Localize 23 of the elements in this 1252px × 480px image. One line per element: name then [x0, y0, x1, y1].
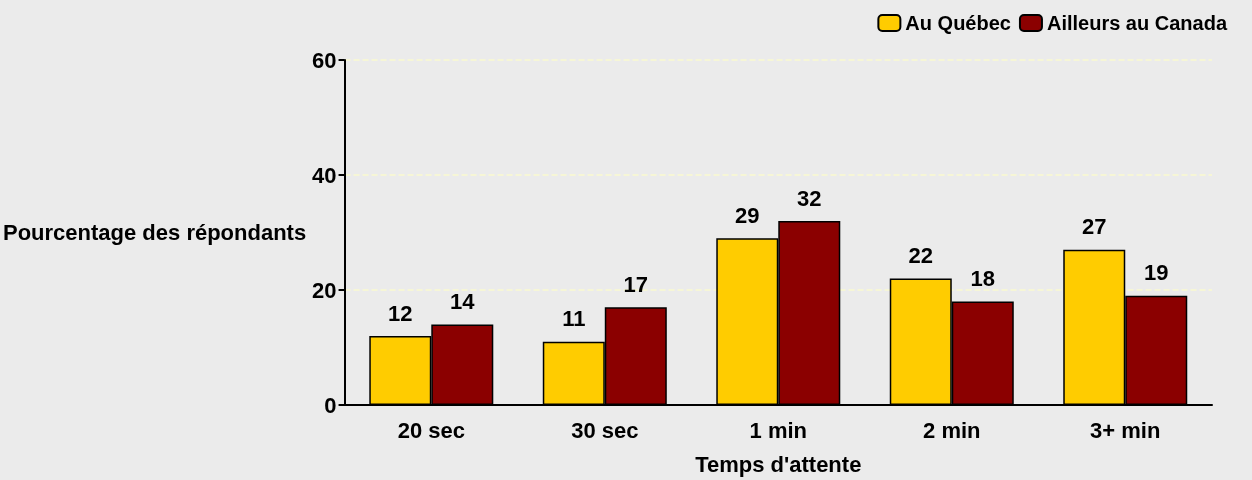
- y-tick-label: 0: [324, 392, 337, 418]
- x-tick-label: 30 sec: [571, 417, 639, 443]
- x-tick-label: 20 sec: [397, 417, 465, 443]
- x-axis-title: Temps d'attente: [695, 451, 862, 477]
- legend-label: Au Québec: [905, 12, 1011, 34]
- data-label: 32: [797, 185, 822, 211]
- legend-label: Ailleurs au Canada: [1046, 12, 1228, 34]
- x-tick-label: 3+ min: [1090, 417, 1161, 443]
- data-label: 19: [1144, 260, 1169, 286]
- x-tick-label: 1 min: [749, 417, 808, 443]
- x-tick-label: 2 min: [923, 417, 981, 443]
- data-label: 18: [970, 266, 996, 291]
- data-label: 22: [908, 243, 934, 268]
- data-label: 27: [1082, 214, 1107, 240]
- data-label: 17: [623, 271, 649, 297]
- data-label: 11: [562, 306, 586, 332]
- data-label: 14: [450, 289, 476, 314]
- y-axis-title: Pourcentage des répondants: [2, 220, 307, 245]
- y-tick-label: 20: [312, 277, 337, 303]
- y-tick-label: 40: [312, 162, 337, 188]
- data-label: 12: [388, 300, 413, 326]
- y-tick-label: 60: [312, 47, 337, 73]
- data-label: 29: [735, 202, 760, 228]
